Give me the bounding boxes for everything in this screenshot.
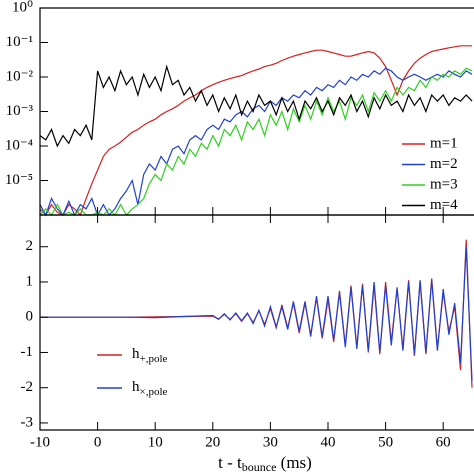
legend-name: h xyxy=(132,379,140,395)
y-tick-label: 2 xyxy=(26,238,34,254)
x-tick-label: 40 xyxy=(320,434,335,450)
legend-subscript: ×,pole xyxy=(140,386,168,398)
legend-label: m=4 xyxy=(430,197,458,213)
x-label-unit: (ms) xyxy=(276,453,311,472)
y-tick-label: 0 xyxy=(26,309,34,325)
y-tick-label: -3 xyxy=(21,414,34,430)
legend-label: h×,pole xyxy=(132,379,168,397)
y-tick-label: 10⁻² xyxy=(6,68,34,84)
y-tick-label: -2 xyxy=(21,379,34,395)
x-tick-label: 30 xyxy=(263,434,278,450)
series-line xyxy=(39,64,473,148)
legend-subscript: +,pole xyxy=(140,353,168,365)
x-axis-label: t - tbounce (ms) xyxy=(218,453,312,474)
axis-frame xyxy=(39,214,474,431)
y-tick-label: -1 xyxy=(21,344,34,360)
axis-frame xyxy=(39,7,474,216)
legend-label: m=3 xyxy=(430,176,458,192)
x-tick-label: 0 xyxy=(94,434,102,450)
legend-label: m=1 xyxy=(430,135,458,151)
series-line xyxy=(39,45,472,217)
x-tick-label: -10 xyxy=(30,434,50,450)
series-line xyxy=(40,239,473,388)
x-tick-label: 60 xyxy=(436,434,451,450)
y-tick-label: 10⁻⁴ xyxy=(5,137,33,153)
x-tick-label: 10 xyxy=(148,434,163,450)
x-tick-label: 20 xyxy=(205,434,220,450)
series-line xyxy=(39,67,473,217)
panel: 10⁰ 10⁻¹ 10⁻² 10⁻³ 10⁻⁴ 10⁻⁵ m=1 m=2 m=3 m=4 xyxy=(5,0,474,217)
y-tick-label: 10⁻³ xyxy=(6,103,34,119)
y-tick-label: 10⁰ xyxy=(12,0,33,15)
legend-label: h+,pole xyxy=(132,346,168,364)
series-line xyxy=(40,246,473,381)
x-label-sub: bounce xyxy=(242,460,277,474)
x-label-main: t - t xyxy=(218,453,242,472)
y-tick-label: 10⁻⁵ xyxy=(5,172,33,188)
x-tick-label: 50 xyxy=(378,434,393,450)
legend-label: m=2 xyxy=(430,156,458,172)
y-tick-label: 1 xyxy=(26,273,34,289)
y-tick-label: 10⁻¹ xyxy=(6,34,33,50)
legend-name: h xyxy=(132,346,140,362)
